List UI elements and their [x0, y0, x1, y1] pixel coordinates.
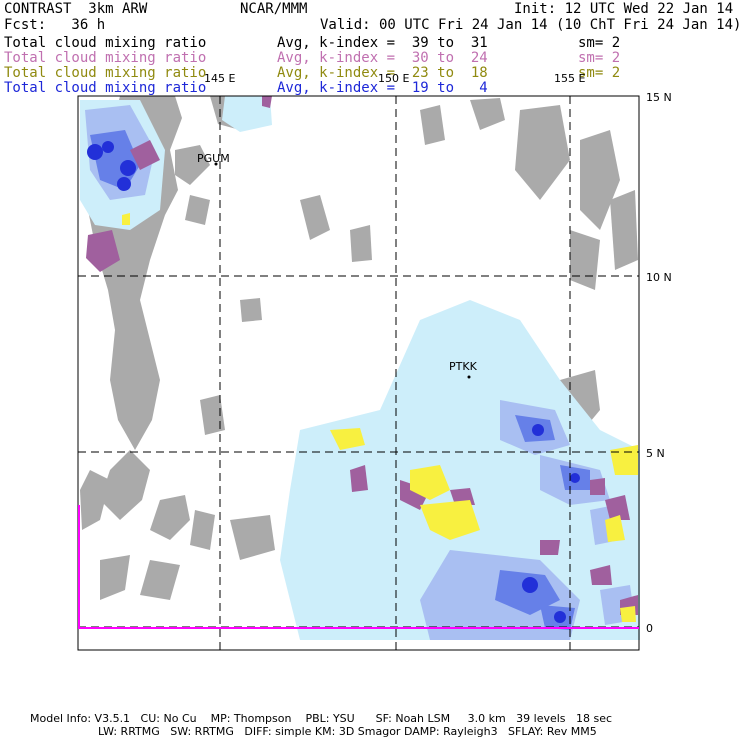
lat-label-10n: 10 N	[646, 271, 672, 284]
field-range-1: Avg, k-index = 39 to 31	[277, 35, 488, 51]
field-name-4: Total cloud mixing ratio	[4, 80, 207, 96]
dark-blue-cloud-cores	[87, 141, 580, 623]
field-name-1: Total cloud mixing ratio	[4, 35, 207, 51]
lon-label-150e: 150 E	[378, 72, 409, 85]
lat-label-0: 0	[646, 622, 653, 635]
institution-label: NCAR/MMM	[240, 1, 308, 17]
field-name-2: Total cloud mixing ratio	[4, 50, 207, 66]
field-sm-2: sm= 2	[578, 50, 621, 66]
station-label-pgum: PGUM	[197, 152, 230, 165]
lon-label-155e: 155 E	[554, 72, 585, 85]
lon-label-145e: 145 E	[204, 72, 235, 85]
field-range-3: Avg, k-index = 23 to 18	[277, 65, 488, 81]
purple-cloud-areas	[86, 96, 638, 615]
station-label-ptkk: PTKK	[449, 360, 478, 373]
model-info-line-1: Model Info: V3.5.1 CU: No Cu MP: Thompso…	[30, 712, 613, 725]
forecast-hour: Fcst: 36 h	[4, 17, 106, 33]
field-name-3: Total cloud mixing ratio	[4, 65, 207, 81]
field-range-4: Avg, k-index = 19 to 4	[277, 80, 488, 96]
station-marker-ptkk	[467, 375, 471, 379]
field-sm-1: sm= 2	[578, 35, 621, 51]
lat-label-5n: 5 N	[646, 447, 665, 460]
station-marker-pgum	[214, 162, 218, 166]
valid-time: Valid: 00 UTC Fri 24 Jan 14 (10 ChT Fri …	[320, 17, 740, 33]
yellow-cloud-areas	[122, 213, 638, 622]
init-time: Init: 12 UTC Wed 22 Jan 14	[514, 1, 734, 17]
model-info-line-2: LW: RRTMG SW: RRTMG DIFF: simple KM: 3D …	[98, 725, 597, 738]
field-range-2: Avg, k-index = 30 to 24	[277, 50, 488, 66]
field-sm-3: sm= 2	[578, 65, 621, 81]
domain-boundary	[78, 505, 639, 629]
lat-label-15n: 15 N	[646, 91, 672, 104]
model-title: CONTRAST 3km ARW	[4, 1, 148, 17]
